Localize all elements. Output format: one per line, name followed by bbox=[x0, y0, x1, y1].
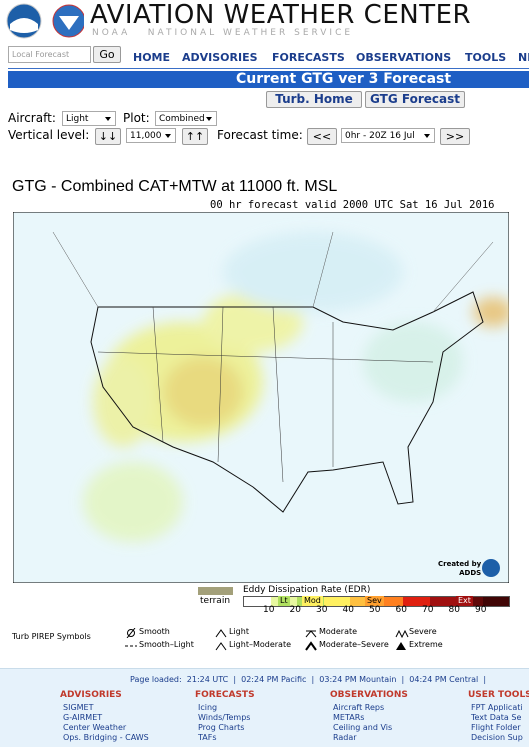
pirep-symbol: Moderate–Severe bbox=[319, 640, 389, 649]
pirep-symbol: Smooth–Light bbox=[139, 640, 194, 649]
pirep-symbol: Extreme bbox=[409, 640, 443, 649]
edr-tick: 40 bbox=[342, 605, 354, 615]
aircraft-label: Aircraft: bbox=[8, 111, 56, 125]
footer-link[interactable]: Ceiling and Vis bbox=[333, 723, 393, 732]
pirep-symbol: Light–Moderate bbox=[229, 640, 292, 649]
nav-link[interactable]: FORECASTS bbox=[272, 51, 345, 64]
footer-link[interactable]: G-AIRMET bbox=[63, 713, 103, 722]
nav-link[interactable]: TOOLS bbox=[465, 51, 507, 64]
credit-line: ADDS bbox=[459, 569, 482, 577]
aircraft-select[interactable]: Light bbox=[62, 111, 116, 126]
edr-tick: 60 bbox=[395, 605, 407, 615]
footer-link[interactable]: METARs bbox=[333, 713, 365, 722]
edr-tick: 70 bbox=[422, 605, 434, 615]
edr-tick: 30 bbox=[316, 605, 328, 615]
footer-heading: USER TOOLS bbox=[468, 690, 529, 700]
plot-label: Plot: bbox=[123, 111, 150, 125]
footer-heading: FORECASTS bbox=[195, 690, 255, 700]
site-title: AVIATION WEATHER CENTER bbox=[90, 0, 472, 30]
edr-tick: 50 bbox=[369, 605, 381, 615]
pirep-symbol: Moderate bbox=[319, 627, 358, 636]
search-input[interactable]: Local Forecast bbox=[8, 46, 91, 63]
footer-link[interactable]: Prog Charts bbox=[198, 723, 245, 732]
nav-link[interactable]: ADVISORIES bbox=[182, 51, 258, 64]
footer-link[interactable]: Decision Sup bbox=[471, 733, 523, 742]
pirep-symbol: Severe bbox=[409, 627, 437, 636]
level-select[interactable]: 11,000 bbox=[126, 128, 176, 143]
footer-link[interactable]: Aircraft Reps bbox=[333, 703, 385, 712]
plot-select[interactable]: Combined bbox=[155, 111, 217, 126]
time-label: Forecast time: bbox=[217, 128, 303, 142]
credit-line: Created by bbox=[438, 560, 482, 568]
map-title: GTG - Combined CAT+MTW at 11000 ft. MSL bbox=[12, 178, 338, 195]
logos bbox=[6, 3, 84, 39]
pirep-glyph bbox=[215, 629, 227, 638]
footer-link[interactable]: FPT Applicati bbox=[471, 703, 523, 712]
map bbox=[13, 212, 509, 583]
footer-link[interactable]: SIGMET bbox=[63, 703, 94, 712]
time-next[interactable]: >> bbox=[440, 128, 470, 145]
pirep-glyph bbox=[305, 630, 317, 638]
footer-link[interactable]: Center Weather bbox=[63, 723, 127, 732]
footer-heading: ADVISORIES bbox=[60, 690, 122, 700]
footer-link[interactable]: Text Data Se bbox=[471, 713, 522, 722]
terrain-label: terrain bbox=[200, 596, 231, 606]
map-subtitle: 00 hr forecast valid 2000 UTC Sat 16 Jul… bbox=[210, 199, 495, 211]
edr-tick: 90 bbox=[475, 605, 487, 615]
banner bbox=[8, 71, 529, 88]
footer-link[interactable]: Radar bbox=[333, 733, 357, 742]
edr-class: Sev bbox=[365, 596, 384, 606]
footer bbox=[0, 668, 529, 747]
pirep-glyph bbox=[396, 642, 406, 650]
credit: Created by ADDS bbox=[438, 560, 481, 578]
footer-link[interactable]: Icing bbox=[198, 703, 218, 712]
pirep-symbol: Smooth bbox=[139, 627, 170, 636]
time-prev[interactable]: << bbox=[307, 128, 337, 145]
terrain-swatch bbox=[198, 587, 233, 595]
page-loaded: Page loaded: 21:24 UTC | 02:24 PM Pacifi… bbox=[130, 675, 487, 684]
nav-link[interactable]: OBSERVATIONS bbox=[356, 51, 452, 64]
pirep-glyph bbox=[305, 641, 317, 651]
edr-class: Ext bbox=[456, 596, 473, 606]
edr-title: Eddy Dissipation Rate (EDR) bbox=[243, 585, 371, 595]
level-up[interactable]: ↑↑ bbox=[182, 128, 208, 145]
edr-class: Mod bbox=[302, 596, 323, 606]
nav-link[interactable]: HOME bbox=[133, 51, 171, 64]
gtg-forecast-button[interactable]: GTG Forecast bbox=[365, 91, 465, 108]
level-label: Vertical level: bbox=[8, 128, 90, 142]
footer-link[interactable]: Ops. Bridging - CAWS bbox=[63, 733, 149, 742]
pirep-glyph bbox=[125, 645, 137, 647]
edr-class: Lt bbox=[278, 596, 290, 606]
pirep-label: Turb PIREP Symbols bbox=[12, 632, 91, 641]
level-down[interactable]: ↓↓ bbox=[95, 128, 121, 145]
footer-link[interactable]: TAFs bbox=[198, 733, 217, 742]
rule bbox=[8, 68, 529, 69]
edr-tick: 10 bbox=[263, 605, 275, 615]
nav-link[interactable]: NE bbox=[518, 51, 529, 64]
edr-tick: 20 bbox=[289, 605, 301, 615]
turb-home-button[interactable]: Turb. Home bbox=[266, 91, 362, 108]
search-button[interactable]: Go bbox=[93, 46, 121, 63]
banner-text: Current GTG ver 3 Forecast bbox=[236, 71, 452, 87]
edr-tick: 80 bbox=[448, 605, 460, 615]
site-subtitle: NOAA NATIONAL WEATHER SERVICE bbox=[92, 28, 354, 38]
footer-link[interactable]: Winds/Temps bbox=[198, 713, 251, 722]
time-select[interactable]: 0hr - 20Z 16 Jul bbox=[341, 128, 435, 143]
pirep-symbol: Light bbox=[229, 627, 249, 636]
pirep-glyph bbox=[215, 642, 227, 651]
pirep-glyph bbox=[395, 629, 409, 638]
pirep-glyph bbox=[126, 628, 136, 638]
footer-heading: OBSERVATIONS bbox=[330, 690, 408, 700]
footer-link[interactable]: Flight Folder bbox=[471, 723, 521, 732]
